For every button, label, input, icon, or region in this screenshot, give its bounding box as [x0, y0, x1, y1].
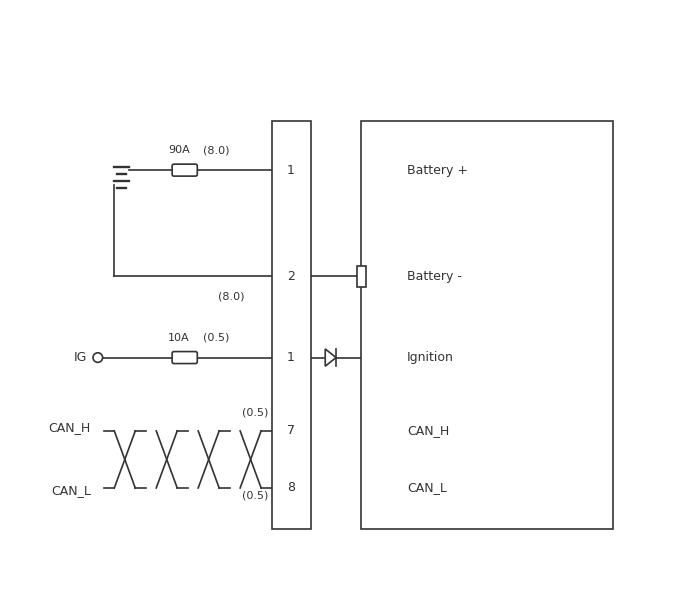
- Text: (0.5): (0.5): [243, 491, 268, 501]
- FancyBboxPatch shape: [172, 352, 197, 364]
- Text: Battery -: Battery -: [407, 270, 461, 282]
- Text: (0.5): (0.5): [203, 332, 229, 343]
- Text: CAN_L: CAN_L: [51, 485, 91, 497]
- Text: 7: 7: [287, 424, 295, 438]
- Text: (8.0): (8.0): [217, 291, 244, 301]
- Text: CAN_H: CAN_H: [407, 424, 449, 438]
- Text: IG: IG: [73, 351, 87, 364]
- Text: 1: 1: [287, 351, 295, 364]
- Text: 2: 2: [287, 270, 295, 282]
- Text: (8.0): (8.0): [203, 145, 229, 155]
- Bar: [361, 121, 613, 529]
- Bar: [357, 265, 366, 287]
- Text: (0.5): (0.5): [243, 408, 268, 418]
- Text: CAN_L: CAN_L: [407, 482, 447, 494]
- Text: 90A: 90A: [168, 145, 189, 155]
- Text: 1: 1: [287, 164, 295, 176]
- Bar: [272, 121, 310, 529]
- Text: CAN_H: CAN_H: [48, 421, 91, 435]
- Text: 10A: 10A: [168, 332, 189, 343]
- Text: 8: 8: [287, 482, 295, 494]
- Text: Ignition: Ignition: [407, 351, 454, 364]
- Text: Battery +: Battery +: [407, 164, 468, 176]
- FancyBboxPatch shape: [172, 164, 197, 176]
